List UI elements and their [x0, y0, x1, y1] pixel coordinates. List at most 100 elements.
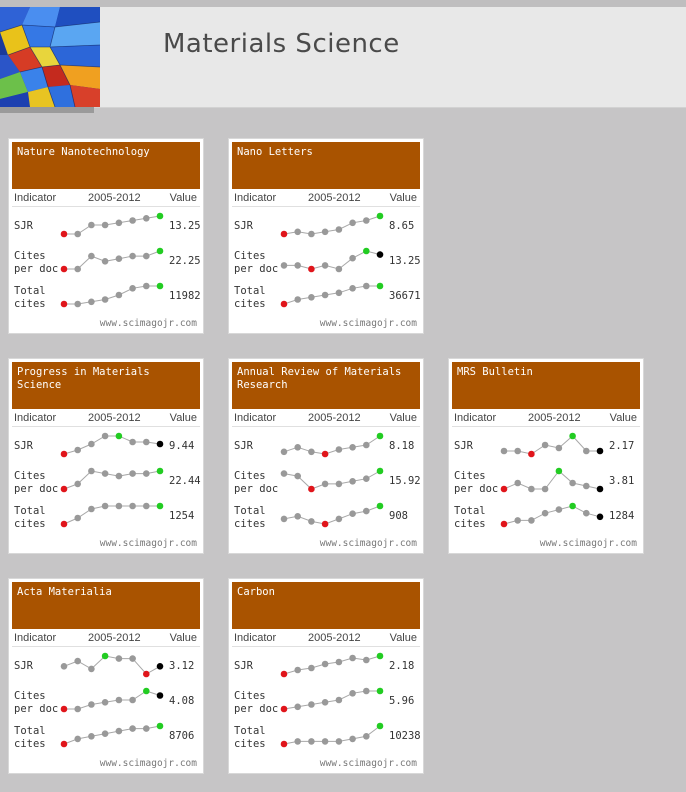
cites-sparkline	[60, 467, 164, 493]
column-headers: Indicator 2005-2012 Value	[232, 629, 420, 647]
total-label: Total cites	[14, 505, 46, 530]
sjr-sparkline	[280, 652, 384, 678]
sparkline-point	[88, 467, 95, 475]
scimago-link[interactable]: www.scimagojr.com	[539, 538, 637, 549]
sparkline-point	[321, 480, 329, 488]
sparkline-point	[596, 447, 604, 455]
sparkline-point	[308, 664, 315, 672]
sparkline-point	[74, 300, 81, 308]
sparkline-point	[74, 657, 81, 665]
sparkline-point	[115, 291, 123, 299]
sparkline-point	[156, 692, 164, 699]
sparkline-point	[115, 219, 123, 227]
sparkline-point	[583, 447, 590, 455]
sparkline-point	[376, 212, 384, 220]
journal-title[interactable]: Annual Review of Materials Research	[232, 362, 420, 409]
journal-widget[interactable]: Carbon Indicator 2005-2012 Value SJR 2.1…	[228, 578, 424, 774]
sjr-value: 9.44	[169, 440, 195, 452]
sparkline-point	[376, 251, 384, 258]
sjr-value: 2.17	[609, 440, 635, 452]
sparkline-point	[115, 502, 123, 510]
sparkline-point	[335, 696, 343, 704]
sparkline-point	[541, 441, 549, 449]
journal-title[interactable]: Nature Nanotechnology	[12, 142, 200, 189]
scimago-link[interactable]: www.scimagojr.com	[99, 758, 197, 769]
sparkline-point	[335, 226, 343, 233]
journal-widget[interactable]: Nano Letters Indicator 2005-2012 Value S…	[228, 138, 424, 334]
sparkline-point	[349, 478, 356, 485]
sparkline-point	[308, 294, 315, 301]
sparkline-point	[363, 507, 370, 515]
sparkline-point	[363, 733, 370, 740]
cites-sparkline	[280, 247, 384, 273]
cites-row: Cites per doc 3.81	[452, 462, 640, 497]
journal-title[interactable]: MRS Bulletin	[452, 362, 640, 409]
journal-widget[interactable]: Acta Materialia Indicator 2005-2012 Valu…	[8, 578, 204, 774]
journal-widget[interactable]: Annual Review of Materials Research Indi…	[228, 358, 424, 554]
sparkline-point	[335, 738, 343, 745]
sparkline-point	[376, 722, 384, 730]
indicator-header: Indicator	[14, 412, 57, 424]
journal-title[interactable]: Progress in Materials Science	[12, 362, 200, 409]
page-title: Materials Science	[163, 29, 400, 59]
value-header: Value	[169, 192, 197, 204]
sjr-row: SJR 13.25	[12, 207, 201, 242]
sparkline-point	[308, 230, 315, 238]
sparkline-point	[321, 660, 329, 668]
scimago-link[interactable]: www.scimagojr.com	[319, 318, 417, 329]
sjr-row: SJR 8.18	[232, 427, 420, 462]
sjr-sparkline	[60, 652, 164, 678]
sparkline-point	[321, 262, 329, 269]
sparkline-point	[321, 520, 329, 528]
sparkline-point	[88, 733, 95, 740]
sparkline-point	[101, 470, 109, 477]
sparkline-point	[294, 703, 301, 711]
journal-widget[interactable]: Progress in Materials Science Indicator …	[8, 358, 204, 554]
sjr-sparkline	[500, 432, 604, 458]
sparkline-point	[143, 670, 150, 678]
sparkline-point	[363, 217, 370, 224]
sjr-label: SJR	[14, 440, 33, 452]
journal-title[interactable]: Carbon	[232, 582, 420, 629]
sparkline-point	[376, 282, 384, 290]
sparkline-point	[143, 687, 150, 695]
sjr-label: SJR	[234, 660, 253, 672]
cites-value: 22.25	[169, 255, 201, 267]
sparkline-point	[294, 666, 301, 674]
sparkline-point	[101, 730, 109, 737]
sparkline-point	[74, 265, 81, 273]
cites-sparkline	[60, 247, 164, 273]
scimago-link[interactable]: www.scimagojr.com	[99, 538, 197, 549]
column-headers: Indicator 2005-2012 Value	[232, 409, 420, 427]
scimago-link[interactable]: www.scimagojr.com	[319, 758, 417, 769]
sjr-label: SJR	[14, 660, 33, 672]
sparkline-point	[115, 472, 123, 480]
sparkline-point	[308, 448, 315, 456]
total-sparkline	[280, 502, 384, 528]
column-headers: Indicator 2005-2012 Value	[12, 189, 200, 207]
sparkline-point	[308, 265, 315, 273]
sjr-value: 2.18	[389, 660, 415, 672]
total-value: 11982	[169, 290, 201, 302]
sparkline-point	[101, 296, 109, 303]
sparkline-point	[376, 467, 384, 475]
sparkline-point	[376, 687, 384, 695]
indicator-header: Indicator	[454, 412, 497, 424]
cites-label: Cites per doc	[234, 690, 279, 715]
scimago-link[interactable]: www.scimagojr.com	[99, 318, 197, 329]
journal-widget[interactable]: MRS Bulletin Indicator 2005-2012 Value S…	[448, 358, 644, 554]
total-row: Total cites 908	[232, 497, 420, 532]
thumbnail-shadow	[0, 107, 94, 113]
indicator-header: Indicator	[14, 192, 57, 204]
cites-row: Cites per doc 4.08	[12, 682, 200, 717]
scimago-link[interactable]: www.scimagojr.com	[319, 538, 417, 549]
sparkline-point	[115, 696, 123, 704]
sparkline-point	[74, 705, 81, 713]
journal-title[interactable]: Acta Materialia	[12, 582, 200, 629]
sparkline-point	[156, 247, 164, 255]
period-header: 2005-2012	[308, 412, 361, 424]
journal-widget[interactable]: Nature Nanotechnology Indicator 2005-201…	[8, 138, 204, 334]
sparkline-point	[335, 265, 343, 273]
sparkline-point	[115, 255, 123, 262]
journal-title[interactable]: Nano Letters	[232, 142, 420, 189]
